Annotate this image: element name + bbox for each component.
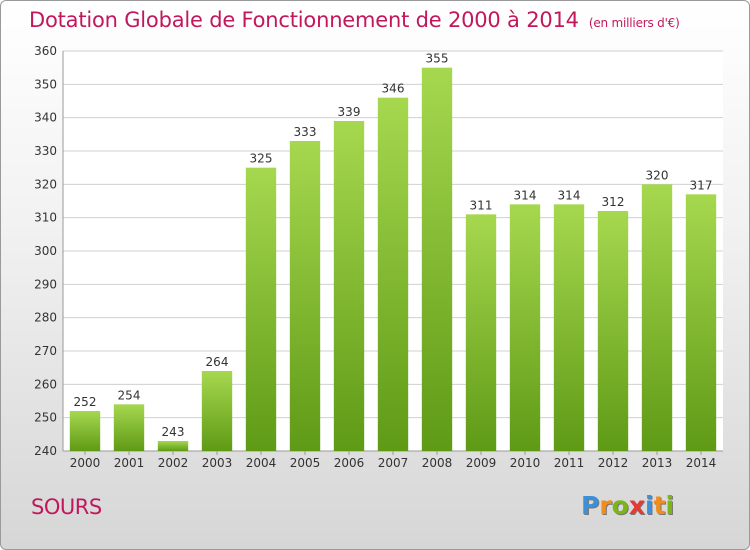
- value-label: 339: [338, 105, 361, 119]
- y-tick-label: 270: [34, 344, 57, 358]
- bar: [597, 211, 629, 451]
- x-tick-label: 2000: [70, 456, 101, 470]
- x-tick-label: 2007: [378, 456, 409, 470]
- y-tick-label: 320: [34, 177, 57, 191]
- y-tick-label: 330: [34, 144, 57, 158]
- bar: [157, 441, 189, 451]
- value-label: 320: [646, 168, 669, 182]
- logo-letter: P: [581, 491, 600, 520]
- bar: [421, 67, 453, 452]
- logo-letter: x: [628, 491, 645, 520]
- logo-letter: i: [665, 491, 675, 520]
- value-label: 312: [602, 195, 625, 209]
- y-tick-label: 260: [34, 377, 57, 391]
- logo-letter: t: [653, 491, 666, 520]
- logo-letter: r: [599, 491, 612, 520]
- y-tick-label: 280: [34, 311, 57, 325]
- y-tick-label: 250: [34, 411, 57, 425]
- y-tick-label: 340: [34, 111, 57, 125]
- bar: [685, 194, 717, 452]
- value-label: 317: [690, 178, 713, 192]
- x-tick-label: 2010: [510, 456, 541, 470]
- value-label: 325: [250, 152, 273, 166]
- value-label: 314: [558, 188, 581, 202]
- x-tick-label: 2004: [246, 456, 277, 470]
- x-tick-label: 2014: [686, 456, 717, 470]
- bar: [69, 411, 101, 451]
- value-label: 254: [118, 388, 141, 402]
- logo-letter: i: [645, 491, 654, 520]
- bar: [465, 214, 497, 451]
- x-tick-label: 2009: [466, 456, 497, 470]
- y-tick-label: 290: [34, 277, 57, 291]
- bars: [69, 67, 717, 452]
- value-label: 314: [514, 188, 537, 202]
- x-tick-label: 2013: [642, 456, 673, 470]
- y-tick-label: 360: [34, 44, 57, 58]
- bar: [245, 167, 277, 451]
- x-tick-label: 2002: [158, 456, 189, 470]
- bar: [113, 404, 145, 451]
- y-tick-labels: 240 250 260 270 280 290 300 310 320 330 340 350 360: [34, 44, 57, 458]
- title-text: Dotation Globale de Fonctionnement de 20…: [29, 8, 579, 32]
- bar: [333, 121, 365, 451]
- chart-subtitle: (en milliers d'€): [588, 16, 680, 30]
- value-label: 355: [426, 52, 449, 66]
- value-label: 243: [162, 425, 185, 439]
- y-tick-label: 240: [34, 444, 57, 458]
- value-label: 252: [74, 395, 97, 409]
- x-tick-label: 2008: [422, 456, 453, 470]
- x-tick-label: 2001: [114, 456, 145, 470]
- bar: [289, 141, 321, 451]
- value-labels: 252 254 243 264 325 333 339 346 355 311 314 314 312 3…: [74, 52, 713, 439]
- x-tick-label: 2005: [290, 456, 321, 470]
- bar: [201, 371, 233, 451]
- chart-title: Dotation Globale de Fonctionnement de 20…: [29, 8, 680, 32]
- value-label: 264: [206, 355, 229, 369]
- proxiti-logo[interactable]: Proxiti: [581, 491, 674, 520]
- value-label: 311: [470, 198, 493, 212]
- y-tick-label: 350: [34, 77, 57, 91]
- y-tick-label: 310: [34, 211, 57, 225]
- x-tick-label: 2012: [598, 456, 629, 470]
- value-label: 333: [294, 125, 317, 139]
- bar: [553, 204, 585, 451]
- bar: [641, 184, 673, 452]
- x-tick-label: 2003: [202, 456, 233, 470]
- x-tick-label: 2011: [554, 456, 585, 470]
- bar: [509, 204, 541, 451]
- x-tick-labels: 2000 2001 2002 2003 2004 2005 2006 2007 2008 2009…: [70, 451, 717, 470]
- bar: [377, 97, 409, 452]
- x-tick-label: 2006: [334, 456, 365, 470]
- y-tick-label: 300: [34, 244, 57, 258]
- value-label: 346: [382, 82, 405, 96]
- place-name: SOURS: [31, 495, 102, 519]
- logo-letter: o: [611, 491, 629, 520]
